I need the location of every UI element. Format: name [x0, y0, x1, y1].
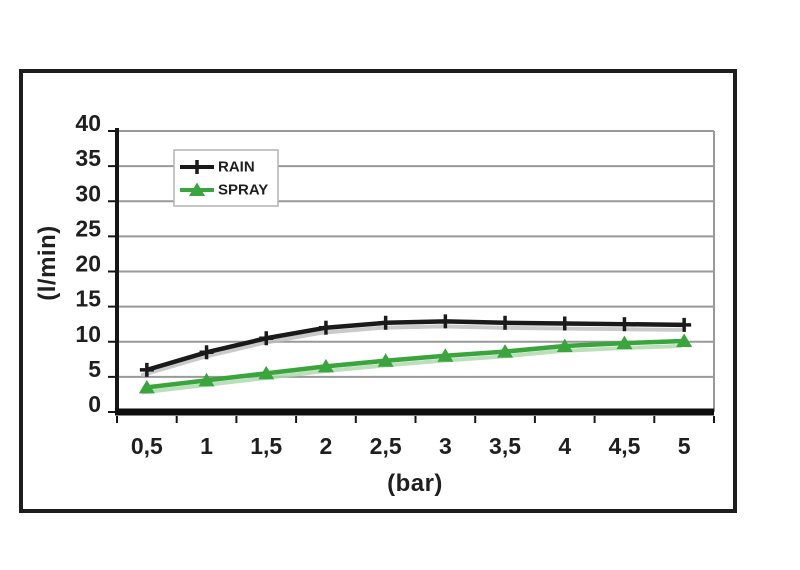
- spray-marker: [258, 365, 275, 380]
- x-tick-label: 3: [439, 433, 452, 459]
- y-tick-label: 20: [75, 251, 101, 277]
- y-tick-label: 10: [75, 321, 101, 347]
- series-markers-spray: [138, 333, 693, 394]
- y-tick-label: 15: [75, 286, 101, 312]
- series-shadows: [140, 324, 683, 395]
- chart-frame: [19, 69, 737, 513]
- x-tick-label: 4,5: [608, 433, 640, 459]
- rain-marker: [617, 317, 632, 332]
- legend-marker-spray: [189, 182, 205, 196]
- y-tick-label: 5: [88, 356, 101, 382]
- spray-marker: [497, 344, 514, 358]
- legend-box: [173, 149, 279, 207]
- rain-marker: [557, 316, 572, 331]
- rain-marker: [139, 362, 154, 377]
- y-tick-label: 30: [75, 180, 101, 206]
- y-tick-labels: 0 5 10 15 20 25 30 35 40: [75, 110, 101, 417]
- x-tick-label: 0,5: [131, 433, 163, 459]
- x-tick-label: 2: [320, 433, 333, 459]
- rain-marker: [498, 315, 513, 330]
- x-axis-ticks: [116, 416, 715, 423]
- legend-marker-rain: [190, 160, 204, 174]
- x-tick-label: 2,5: [370, 433, 402, 459]
- spray-marker: [616, 335, 633, 350]
- spray-marker: [437, 348, 454, 362]
- legend-label: SPRAY: [218, 182, 268, 199]
- rain-marker: [318, 320, 333, 335]
- rain-marker: [438, 314, 453, 329]
- spray-marker: [556, 338, 573, 352]
- x-tick-labels: 0,5 1 1,5 2 2,5 3 3,5 4 4,5 5: [131, 433, 691, 459]
- x-tick-label: 5: [678, 433, 691, 459]
- series-markers-rain: [139, 314, 692, 377]
- y-axis-title: (l/min): [34, 225, 61, 301]
- x-tick-label: 1,5: [250, 433, 282, 459]
- y-axis-ticks: [108, 130, 117, 413]
- series-line-rain: [144, 319, 687, 373]
- y-tick-label: 0: [88, 391, 101, 417]
- series-line-spray: [144, 338, 687, 390]
- legend-label: RAIN: [218, 159, 255, 176]
- rain-marker: [199, 345, 214, 360]
- x-axis-title: (bar): [387, 470, 443, 497]
- y-tick-label: 35: [75, 145, 101, 171]
- series-shadow-spray: [140, 344, 683, 395]
- rain-marker: [677, 317, 692, 332]
- spray-marker: [676, 333, 693, 348]
- rain-marker: [378, 315, 393, 330]
- spray-marker: [377, 353, 394, 367]
- x-tick-label: 4: [558, 433, 571, 459]
- x-tick-label: 3,5: [489, 433, 521, 459]
- spray-marker: [198, 372, 215, 387]
- rain-marker: [259, 331, 274, 346]
- spray-marker: [317, 358, 334, 373]
- legend-item-spray: SPRAY: [180, 182, 268, 199]
- y-tick-label: 25: [75, 215, 101, 241]
- spray-marker: [138, 379, 155, 394]
- series-shadow-rain: [140, 324, 683, 377]
- legend: RAIN SPRAY: [173, 149, 279, 207]
- x-tick-label: 1: [200, 433, 213, 459]
- legend-item-rain: RAIN: [180, 159, 255, 176]
- y-tick-label: 40: [75, 110, 101, 136]
